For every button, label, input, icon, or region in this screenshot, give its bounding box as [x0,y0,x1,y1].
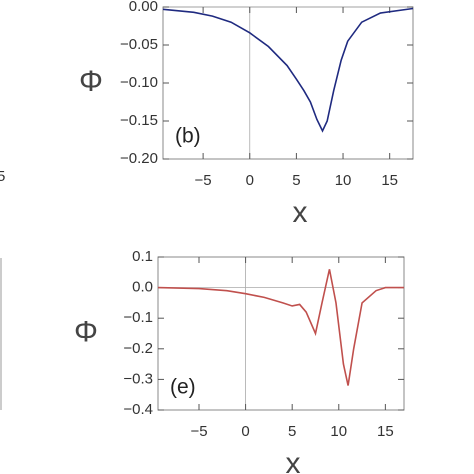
y-axis-label: Φ [79,65,103,98]
y-tick-label: 0.1 [132,248,153,265]
plot-frame [157,256,405,411]
y-tick-label: −0.15 [120,112,158,129]
x-tick-label: −5 [195,172,212,189]
data-line [162,7,414,133]
y-tick-label: −0.4 [123,401,153,418]
x-tick-label: 5 [292,172,300,189]
y-tick-label: −0.2 [123,340,153,357]
x-tick-label: 10 [330,423,347,440]
data-line [157,269,404,386]
y-axis-label: Φ [74,315,98,348]
panel-label: (b) [175,125,201,148]
x-tick-label: −5 [190,423,207,440]
y-tick-label: 0.0 [132,279,153,296]
y-tick-label: −0.10 [120,74,158,91]
y-tick-label: 0.00 [129,0,158,15]
x-tick-label: 15 [377,423,394,440]
x-tick-label: 0 [241,423,249,440]
y-tick-label: −0.3 [123,370,153,387]
x-tick-label: 0 [246,172,254,189]
y-tick-label: −0.05 [120,36,158,53]
x-tick-label: 10 [335,172,352,189]
x-axis-label: x [286,447,301,474]
y-tick-label: −0.20 [120,150,158,167]
panel-label: (e) [170,376,196,399]
x-tick-label: 15 [381,172,398,189]
y-tick-label: −0.1 [123,309,153,326]
x-axis-label: x [293,196,308,229]
fragment-label: 5 [0,168,5,185]
x-tick-label: 5 [288,423,296,440]
